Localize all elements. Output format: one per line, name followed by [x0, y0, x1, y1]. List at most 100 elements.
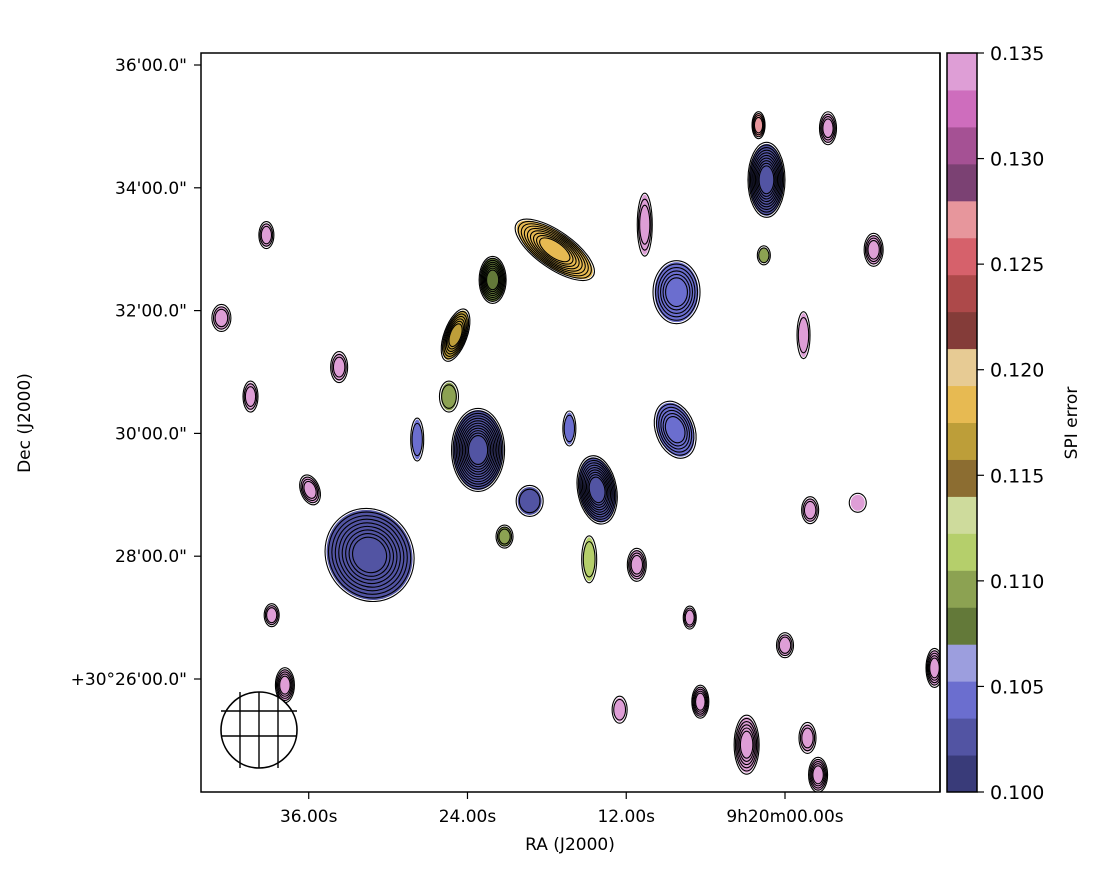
- flux-contour: [448, 323, 463, 348]
- flux-contour: [523, 225, 586, 275]
- flux-contour: [801, 496, 820, 525]
- radio-source: [653, 400, 697, 459]
- flux-contour: [279, 675, 291, 695]
- flux-contour: [778, 636, 792, 654]
- flux-contour: [517, 220, 592, 279]
- flux-contour: [818, 111, 838, 146]
- source-layer: [211, 111, 940, 792]
- flux-contour: [660, 270, 694, 314]
- flux-contour: [482, 263, 503, 297]
- flux-contour: [515, 484, 544, 517]
- colorbar-bin: [947, 496, 977, 534]
- flux-contour: [637, 198, 652, 251]
- flux-contour: [581, 464, 613, 516]
- x-axis-label: RA (J2000): [525, 835, 615, 855]
- spi-error-fill: [638, 194, 651, 255]
- flux-contour: [577, 457, 617, 523]
- radio-source: [263, 603, 280, 628]
- flux-contour: [332, 356, 346, 378]
- flux-contour: [626, 547, 647, 582]
- spi-error-fill: [778, 634, 792, 657]
- flux-contour: [848, 492, 867, 513]
- radio-source: [451, 407, 506, 493]
- radio-source: [410, 417, 425, 462]
- flux-contour: [518, 488, 541, 514]
- flux-contour: [460, 422, 496, 478]
- flux-contour: [812, 765, 824, 785]
- radio-source: [808, 756, 829, 792]
- flux-contour: [458, 420, 498, 480]
- spi-error-fill: [564, 412, 575, 445]
- flux-contour: [753, 116, 764, 134]
- flux-contour: [443, 313, 468, 357]
- flux-contour: [242, 380, 259, 413]
- colorbar-bin: [947, 385, 977, 423]
- flux-contour: [691, 684, 710, 719]
- flux-contour: [682, 605, 697, 630]
- spi-error-fill: [453, 409, 504, 490]
- flux-contour: [737, 724, 756, 766]
- radio-source: [515, 484, 544, 517]
- radio-source: [925, 647, 940, 688]
- colorbar-bin: [947, 163, 977, 202]
- flux-contour: [752, 113, 765, 138]
- colorbar-bin: [947, 274, 977, 313]
- flux-contour: [341, 525, 398, 585]
- flux-contour: [866, 237, 882, 263]
- flux-contour: [664, 416, 686, 444]
- flux-contour: [733, 714, 760, 775]
- flux-contour: [498, 528, 511, 545]
- flux-contour: [464, 430, 492, 470]
- radio-source: [324, 507, 415, 603]
- radio-source: [691, 684, 710, 719]
- flux-contour: [611, 695, 628, 724]
- spi-error-fill: [260, 223, 273, 248]
- flux-contour: [581, 535, 598, 584]
- flux-contour: [653, 400, 697, 459]
- flux-contour: [777, 634, 793, 657]
- flux-contour: [652, 260, 701, 325]
- spi-error-fill: [516, 220, 593, 280]
- flux-contour: [457, 417, 499, 483]
- flux-contour: [324, 507, 415, 603]
- colorbar-tick-label: 0.115: [990, 465, 1044, 487]
- y-tick-label: 30'00.0": [115, 424, 187, 444]
- flux-contour: [798, 721, 817, 754]
- flux-contour: [657, 266, 696, 318]
- flux-contour: [756, 245, 771, 266]
- flux-contour: [466, 432, 490, 468]
- flux-contour: [445, 318, 466, 352]
- flux-contour: [926, 650, 940, 686]
- flux-contour: [266, 607, 278, 624]
- flux-contour: [441, 384, 457, 409]
- flux-contour: [758, 247, 770, 264]
- spi-error-fill: [440, 382, 457, 411]
- flux-contour: [683, 607, 696, 628]
- flux-contour: [734, 717, 759, 772]
- flux-contour: [263, 603, 280, 628]
- flux-contour: [694, 690, 707, 713]
- flux-contour: [751, 111, 766, 140]
- radio-source: [733, 714, 760, 775]
- flux-contour: [579, 459, 616, 520]
- spi-error-fill: [850, 494, 865, 511]
- flux-contour: [444, 315, 467, 355]
- flux-contour: [260, 225, 273, 245]
- flux-contour: [563, 414, 576, 443]
- flux-contour: [736, 721, 758, 769]
- flux-contour: [331, 515, 408, 595]
- flux-contour: [658, 406, 693, 453]
- radio-source: [438, 380, 460, 413]
- radio-source: [242, 380, 259, 413]
- beam-ellipse: [220, 691, 298, 769]
- y-tick-label: 34'00.0": [115, 179, 187, 199]
- flux-contour: [275, 669, 294, 702]
- flux-contour: [461, 425, 495, 475]
- radio-source: [495, 524, 514, 549]
- flux-contour: [345, 529, 395, 581]
- flux-contour: [582, 541, 596, 578]
- radio-source: [848, 492, 867, 513]
- flux-contour: [211, 303, 232, 333]
